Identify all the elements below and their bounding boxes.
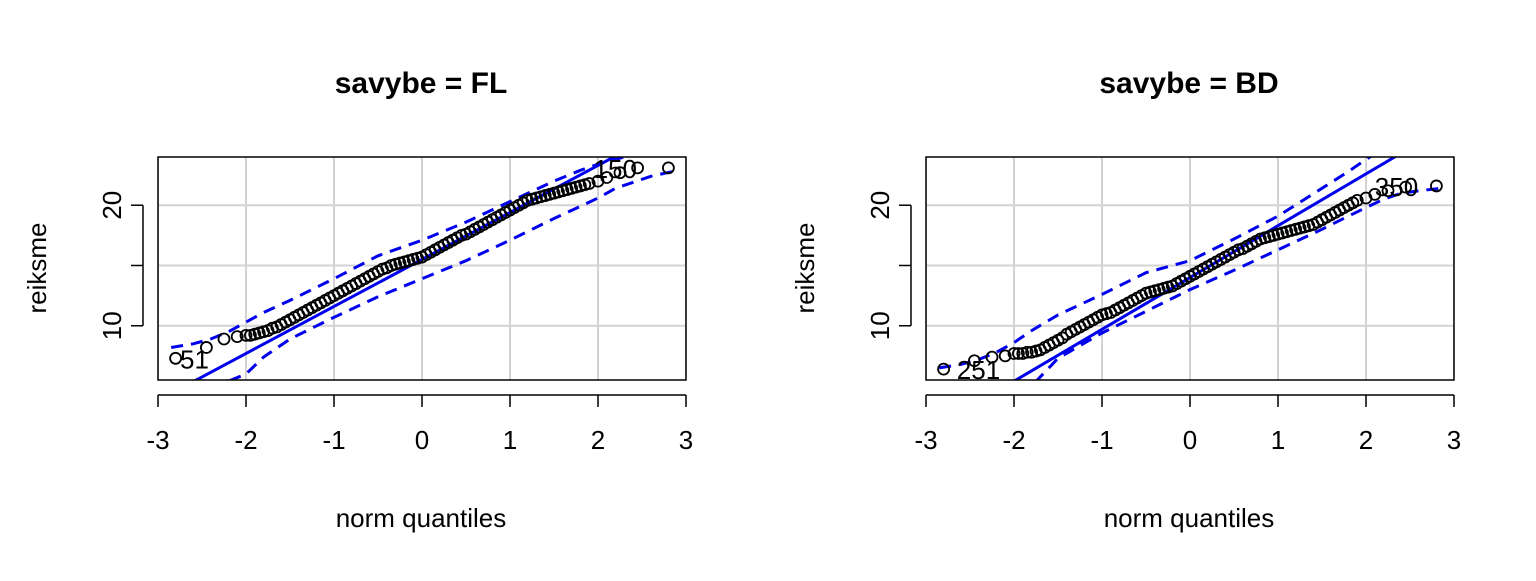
x-tick-label: 2	[1359, 425, 1373, 455]
data-point	[1430, 179, 1443, 193]
x-tick-label: 1	[503, 425, 517, 455]
y-axis-label: reiksme	[22, 222, 52, 313]
y-tick-label: 20	[97, 191, 127, 220]
x-tick-label: 3	[679, 425, 693, 455]
data-point	[230, 330, 244, 344]
panel-title: savybe = FL	[335, 67, 508, 100]
plot-border	[925, 156, 1455, 381]
plot-area	[158, 157, 686, 380]
data-point	[1020, 345, 1034, 359]
x-tick-label: 0	[415, 425, 429, 455]
y-axis-label: reiksme	[790, 222, 820, 313]
data-point	[1368, 187, 1382, 201]
data-point	[217, 332, 231, 346]
y-tick-label: 10	[865, 311, 895, 340]
point-label: 350	[1375, 172, 1418, 202]
y-axis: 10 20	[865, 191, 912, 340]
data-point	[199, 341, 213, 354]
point-label: 51	[180, 344, 209, 374]
data-point	[582, 177, 596, 190]
data-point	[985, 350, 999, 364]
plot-border	[157, 156, 687, 381]
data-point	[239, 328, 253, 342]
y-axis: 10 20	[97, 191, 144, 340]
confidence-envelope-upper	[170, 157, 631, 349]
point-label: 150	[594, 154, 637, 184]
data-point	[600, 171, 614, 184]
x-tick-label: -3	[914, 425, 937, 455]
x-tick-label: 0	[1183, 425, 1197, 455]
panel-savybe-fl: savybe = FL norm quantiles reiksme 51 150…	[22, 67, 693, 533]
x-tick-label: 3	[1447, 425, 1461, 455]
x-tick-label: -2	[1002, 425, 1025, 455]
x-tick-label: 2	[591, 425, 605, 455]
data-point	[1399, 180, 1412, 194]
x-axis-label: norm quantiles	[336, 503, 507, 533]
x-tick-label: -3	[146, 425, 169, 455]
panel-savybe-bd: savybe = BD norm quantiles reiksme 25135…	[790, 67, 1461, 533]
data-point	[613, 166, 627, 180]
y-tick-label: 20	[865, 191, 895, 220]
data-point	[662, 161, 675, 175]
data-point	[1350, 193, 1364, 207]
data-point	[1381, 184, 1395, 198]
x-tick-label: 1	[1271, 425, 1285, 455]
data-point	[937, 362, 950, 376]
x-tick-label: -1	[322, 425, 345, 455]
x-axis: -3 -2 -1 0 1 2 3	[146, 394, 693, 455]
panel-title: savybe = BD	[1099, 67, 1278, 100]
confidence-envelope-lower	[1035, 186, 1441, 380]
x-axis: -3 -2 -1 0 1 2 3	[914, 394, 1461, 455]
data-point	[998, 349, 1012, 363]
data-point	[169, 351, 183, 365]
y-tick-label: 10	[97, 311, 127, 340]
data-point	[631, 161, 644, 175]
reference-line	[193, 157, 617, 380]
x-tick-label: -1	[1090, 425, 1113, 455]
data-point	[968, 354, 981, 368]
x-tick-label: -2	[234, 425, 257, 455]
data-point	[1007, 347, 1021, 360]
data-point	[1012, 347, 1025, 360]
plot-area	[926, 157, 1454, 380]
x-axis-label: norm quantiles	[1104, 503, 1275, 533]
